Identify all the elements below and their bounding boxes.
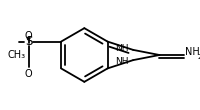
Text: 2: 2 (197, 54, 200, 60)
Text: NH: NH (114, 57, 128, 66)
Text: O: O (25, 69, 32, 79)
Text: NH: NH (184, 47, 199, 57)
Text: CH₃: CH₃ (8, 50, 26, 60)
Text: NH: NH (114, 44, 128, 53)
Text: O: O (25, 31, 32, 41)
Text: S: S (25, 35, 32, 48)
